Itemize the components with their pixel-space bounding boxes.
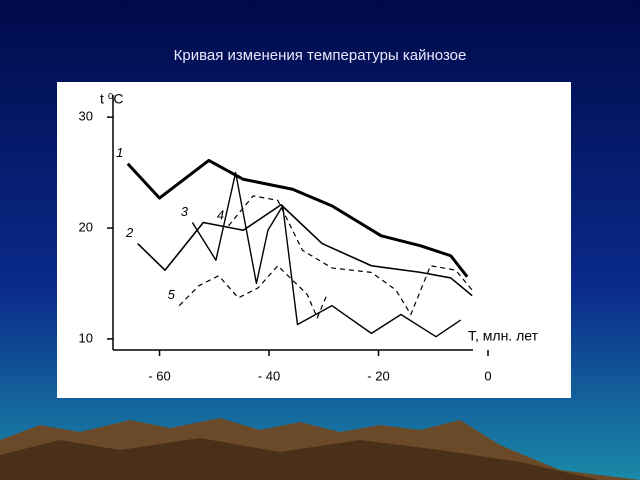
series-line bbox=[137, 203, 473, 297]
y-tick-label: 10 bbox=[79, 330, 93, 345]
x-tick-label: - 20 bbox=[367, 368, 389, 383]
plot: 10 20 30 - 60 - 40 - 20 0 1 2 3 4 5 bbox=[79, 95, 492, 383]
series-label: 2 bbox=[125, 225, 134, 240]
y-tick-label: 20 bbox=[79, 219, 93, 234]
y-tick-label: 30 bbox=[79, 109, 93, 124]
x-axis-label: T, млн. лет bbox=[468, 328, 539, 344]
series-line bbox=[228, 195, 473, 316]
series-label: 3 bbox=[181, 204, 189, 219]
slide-title: Кривая изменения температуры кайнозое bbox=[174, 47, 467, 64]
series-label: 5 bbox=[168, 287, 176, 302]
series-line bbox=[178, 265, 328, 319]
series-label: 4 bbox=[217, 207, 224, 222]
series-line bbox=[126, 158, 469, 278]
series-line bbox=[191, 171, 462, 338]
x-tick-label: 0 bbox=[484, 368, 491, 383]
mountains-front bbox=[0, 438, 600, 480]
y-axis-label: t ⁰C bbox=[100, 91, 124, 107]
x-tick-label: - 40 bbox=[258, 368, 280, 383]
chart-panel bbox=[57, 82, 571, 398]
series-label: 1 bbox=[116, 145, 123, 160]
x-tick-label: - 60 bbox=[148, 368, 170, 383]
